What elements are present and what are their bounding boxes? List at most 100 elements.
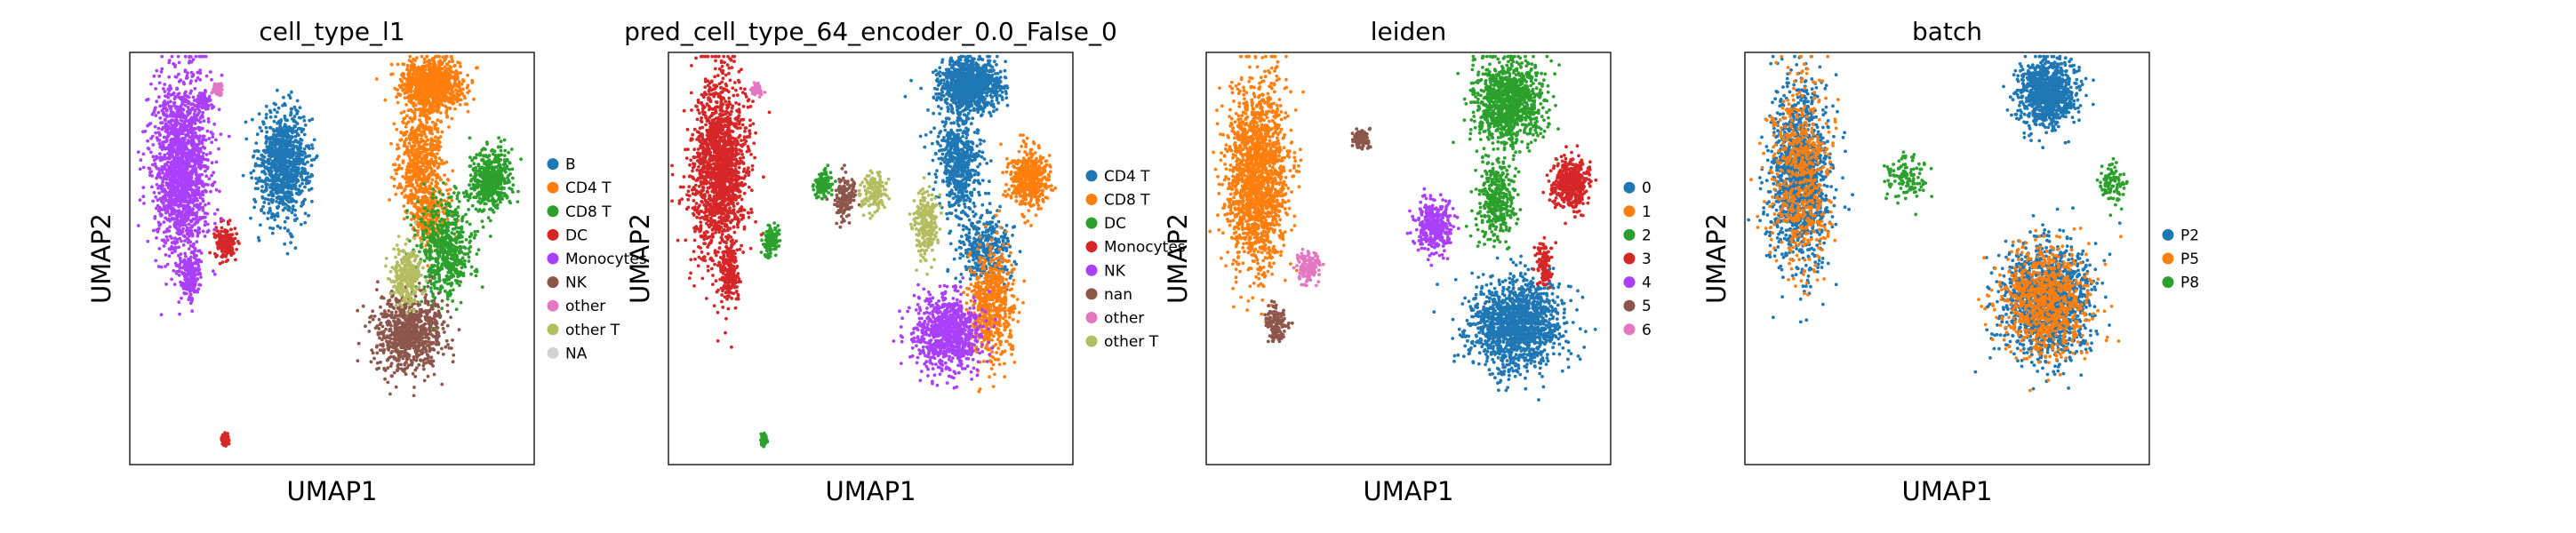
data-point bbox=[449, 274, 453, 278]
data-point bbox=[402, 217, 406, 221]
data-point bbox=[460, 225, 464, 229]
data-point bbox=[224, 239, 228, 243]
data-point bbox=[282, 147, 286, 152]
data-point bbox=[429, 240, 433, 243]
data-point bbox=[418, 96, 422, 100]
data-point bbox=[452, 191, 456, 195]
data-point bbox=[498, 187, 501, 190]
data-point bbox=[461, 245, 466, 249]
data-point bbox=[291, 198, 295, 203]
data-point bbox=[459, 270, 463, 274]
data-point bbox=[472, 97, 476, 101]
data-point bbox=[502, 138, 507, 142]
data-point bbox=[422, 175, 427, 179]
data-point bbox=[448, 293, 452, 298]
data-point bbox=[299, 189, 302, 194]
data-point bbox=[303, 220, 308, 225]
data-point bbox=[492, 211, 496, 214]
data-point bbox=[449, 252, 452, 257]
data-point bbox=[259, 223, 262, 227]
data-point bbox=[294, 139, 298, 143]
data-point bbox=[405, 215, 410, 219]
data-point bbox=[284, 128, 288, 132]
data-point bbox=[413, 233, 417, 237]
data-point bbox=[285, 118, 290, 123]
data-point bbox=[429, 181, 434, 186]
data-point bbox=[468, 245, 473, 249]
data-point bbox=[136, 150, 140, 155]
data-point bbox=[450, 257, 454, 261]
data-point bbox=[437, 274, 442, 279]
data-point bbox=[413, 203, 417, 207]
data-point bbox=[277, 190, 282, 195]
data-point bbox=[383, 98, 388, 102]
data-point bbox=[274, 146, 277, 150]
data-point bbox=[453, 63, 457, 68]
data-point bbox=[424, 253, 428, 258]
data-point bbox=[508, 199, 512, 203]
data-point bbox=[478, 171, 483, 176]
data-point bbox=[294, 151, 299, 155]
data-point bbox=[274, 102, 277, 107]
data-point bbox=[434, 147, 438, 151]
data-point bbox=[428, 152, 431, 155]
data-point bbox=[485, 160, 489, 164]
data-point bbox=[408, 133, 412, 138]
data-point bbox=[177, 245, 181, 250]
data-point bbox=[434, 280, 438, 284]
data-point bbox=[405, 195, 410, 199]
data-point bbox=[487, 199, 491, 203]
data-point bbox=[423, 107, 427, 111]
data-point bbox=[280, 168, 284, 172]
data-point bbox=[468, 173, 473, 178]
data-point bbox=[260, 196, 265, 200]
data-point bbox=[492, 190, 495, 195]
data-point bbox=[217, 244, 220, 248]
data-point bbox=[290, 185, 293, 188]
data-point bbox=[450, 282, 454, 286]
data-point bbox=[404, 130, 409, 134]
data-point bbox=[405, 114, 409, 118]
data-point bbox=[448, 107, 452, 111]
data-point bbox=[452, 232, 456, 236]
data-point bbox=[156, 265, 161, 268]
data-point bbox=[309, 163, 314, 168]
data-point bbox=[471, 183, 476, 187]
data-point bbox=[260, 209, 263, 213]
data-point bbox=[409, 218, 413, 221]
data-point bbox=[284, 154, 288, 158]
data-point bbox=[444, 54, 448, 59]
data-point bbox=[432, 238, 436, 242]
data-point bbox=[413, 187, 418, 191]
data-point bbox=[431, 265, 435, 269]
data-point bbox=[465, 194, 469, 198]
data-point bbox=[436, 187, 441, 191]
data-point bbox=[432, 271, 436, 274]
data-point bbox=[273, 214, 276, 219]
data-point bbox=[299, 222, 303, 227]
data-point bbox=[445, 213, 450, 218]
data-point bbox=[405, 164, 410, 169]
data-point bbox=[436, 130, 440, 134]
data-point bbox=[410, 184, 414, 188]
data-point bbox=[309, 172, 314, 177]
data-point bbox=[402, 87, 405, 91]
data-point bbox=[444, 203, 448, 206]
data-point bbox=[253, 187, 258, 191]
data-point bbox=[405, 68, 409, 72]
data-point bbox=[450, 57, 454, 60]
data-point bbox=[306, 160, 309, 164]
data-point bbox=[285, 164, 290, 169]
series-CD8 T bbox=[404, 136, 523, 330]
data-point bbox=[469, 232, 474, 236]
data-point bbox=[263, 197, 268, 201]
data-point bbox=[269, 135, 274, 139]
data-point bbox=[478, 201, 483, 205]
data-point bbox=[281, 195, 285, 200]
data-point bbox=[408, 54, 412, 59]
data-point bbox=[418, 185, 422, 189]
data-point bbox=[424, 274, 428, 279]
data-point bbox=[412, 101, 415, 106]
data-point bbox=[413, 59, 417, 63]
data-point bbox=[249, 216, 252, 220]
